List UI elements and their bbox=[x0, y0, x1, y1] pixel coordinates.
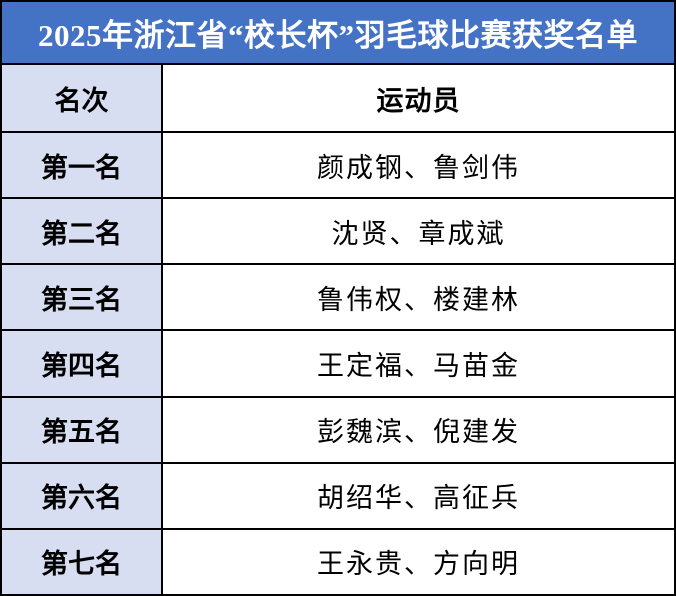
athletes-cell: 鲁伟权、楼建林 bbox=[163, 265, 674, 330]
athletes-cell: 胡绍华、高征兵 bbox=[163, 463, 674, 528]
award-table: 名次 运动员 第一名 颜成钢、鲁剑伟 第二名 沈贤、章成斌 第三名 鲁伟权、楼建… bbox=[2, 63, 674, 594]
table-row: 第七名 王永贵、方向明 bbox=[2, 527, 674, 594]
rank-cell: 第三名 bbox=[2, 265, 163, 330]
athletes-cell: 颜成钢、鲁剑伟 bbox=[163, 133, 674, 198]
rank-cell: 第五名 bbox=[2, 397, 163, 462]
header-rank: 名次 bbox=[2, 65, 163, 131]
athletes-cell: 王定福、马苗金 bbox=[163, 331, 674, 396]
table-row: 第四名 王定福、马苗金 bbox=[2, 329, 674, 396]
page-title: 2025年浙江省“校长杯”羽毛球比赛获奖名单 bbox=[38, 18, 638, 53]
rank-cell: 第二名 bbox=[2, 199, 163, 264]
title-banner: 2025年浙江省“校长杯”羽毛球比赛获奖名单 bbox=[2, 2, 674, 63]
rank-cell: 第四名 bbox=[2, 331, 163, 396]
rank-cell: 第七名 bbox=[2, 529, 163, 594]
athletes-cell: 王永贵、方向明 bbox=[163, 529, 674, 594]
table-row: 第二名 沈贤、章成斌 bbox=[2, 197, 674, 264]
athletes-cell: 沈贤、章成斌 bbox=[163, 199, 674, 264]
rank-cell: 第一名 bbox=[2, 133, 163, 198]
table-row: 第六名 胡绍华、高征兵 bbox=[2, 461, 674, 528]
table-row: 第一名 颜成钢、鲁剑伟 bbox=[2, 131, 674, 198]
header-athletes: 运动员 bbox=[163, 65, 674, 131]
rank-cell: 第六名 bbox=[2, 463, 163, 528]
table-row: 第三名 鲁伟权、楼建林 bbox=[2, 263, 674, 330]
table-row: 第五名 彭魏滨、倪建发 bbox=[2, 395, 674, 462]
table-header-row: 名次 运动员 bbox=[2, 63, 674, 131]
athletes-cell: 彭魏滨、倪建发 bbox=[163, 397, 674, 462]
